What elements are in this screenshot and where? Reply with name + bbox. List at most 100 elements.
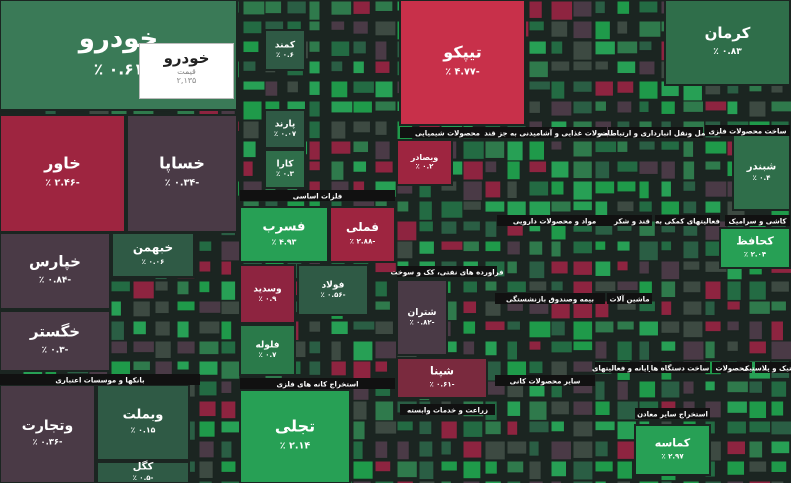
tile (396, 279, 448, 356)
small-tile (660, 200, 680, 216)
section-label: استخراج سایر معادن (637, 411, 708, 419)
small-tile (242, 0, 266, 16)
small-tile (594, 320, 615, 334)
small-tile (616, 460, 633, 480)
small-tile (374, 300, 391, 311)
small-tile (198, 260, 212, 273)
small-tile (374, 320, 394, 336)
small-tile (594, 100, 607, 112)
small-tile (594, 440, 609, 458)
small-tile (308, 140, 321, 161)
small-tile (352, 360, 372, 382)
small-tile (308, 160, 321, 172)
small-tile (572, 180, 593, 201)
tile-change: ۲.۹۷ ٪ (661, 452, 684, 460)
small-tile (528, 160, 548, 174)
small-tile (616, 420, 637, 441)
small-tile (616, 0, 631, 15)
small-tile (484, 160, 498, 174)
small-tile (704, 240, 722, 257)
small-tile (528, 360, 544, 375)
tile (719, 227, 791, 269)
tile (96, 384, 190, 461)
small-tile (704, 100, 728, 112)
small-tile (550, 60, 571, 72)
tile (264, 29, 306, 71)
tile-change: -۰.۵ ٪ (133, 474, 154, 482)
tooltip-subtitle: قیمت (177, 67, 196, 76)
small-tile (506, 180, 518, 199)
small-tile (748, 280, 767, 301)
small-tile (374, 100, 397, 112)
small-tile (462, 240, 480, 253)
small-tile (198, 400, 217, 418)
tile-label: پارند (275, 119, 296, 129)
small-tile (330, 80, 349, 99)
small-tile (396, 200, 410, 213)
small-tile (528, 60, 549, 79)
section-label: بانکها و موسسات اعتباری (55, 377, 145, 385)
small-tile (748, 440, 764, 459)
tile-label: تجلی (275, 417, 315, 436)
tile (111, 232, 195, 278)
small-tile (638, 40, 653, 52)
small-tile (770, 100, 791, 113)
tile-label: فملی (346, 220, 379, 234)
small-tile (638, 180, 650, 200)
small-tile (572, 400, 594, 416)
tile-label: کمند (275, 40, 296, 50)
tile (396, 357, 488, 399)
small-tile (110, 280, 131, 293)
small-tile (220, 340, 237, 355)
small-tile (528, 400, 548, 421)
small-tile (352, 40, 367, 55)
small-tile (484, 220, 498, 238)
small-tile (550, 100, 573, 117)
small-tile (484, 420, 502, 436)
small-tile (704, 140, 728, 155)
small-tile (660, 380, 681, 399)
tile (239, 324, 296, 376)
tooltip-value: ۲,۱۳۵ (176, 76, 197, 85)
small-tile (242, 80, 266, 91)
small-tile (396, 420, 414, 432)
small-tile (396, 440, 410, 461)
small-tile (748, 460, 768, 473)
small-tile (748, 480, 772, 483)
small-tile (572, 140, 593, 158)
tile (732, 134, 791, 211)
small-tile (462, 220, 481, 232)
small-tile (374, 120, 388, 136)
small-tile (308, 320, 322, 333)
small-tile (638, 20, 662, 38)
small-tile (440, 440, 452, 456)
section-header (650, 362, 710, 373)
small-tile (748, 300, 771, 315)
small-tile (770, 300, 787, 312)
small-tile (154, 340, 172, 359)
section-label: فلزات اساسی (293, 193, 343, 201)
small-tile (506, 260, 518, 275)
small-tile (352, 320, 376, 331)
small-tile (286, 0, 307, 15)
small-tile (682, 480, 700, 483)
small-tile (330, 360, 347, 377)
small-tile (726, 460, 746, 476)
small-tile (594, 0, 606, 15)
small-tile (616, 480, 632, 483)
small-tile (352, 460, 374, 480)
small-tile (616, 80, 635, 94)
small-tile (616, 320, 635, 331)
section-label: ماشین آلات (609, 295, 649, 304)
small-tile (352, 140, 370, 154)
small-tile (330, 120, 347, 140)
small-tile (462, 300, 478, 315)
small-tile (682, 380, 695, 395)
small-tile (506, 280, 527, 294)
small-tile (660, 300, 673, 316)
small-tile (572, 200, 593, 212)
small-tile (528, 280, 548, 292)
small-tile (374, 460, 392, 473)
small-tile (308, 340, 322, 355)
small-tile (352, 420, 366, 441)
